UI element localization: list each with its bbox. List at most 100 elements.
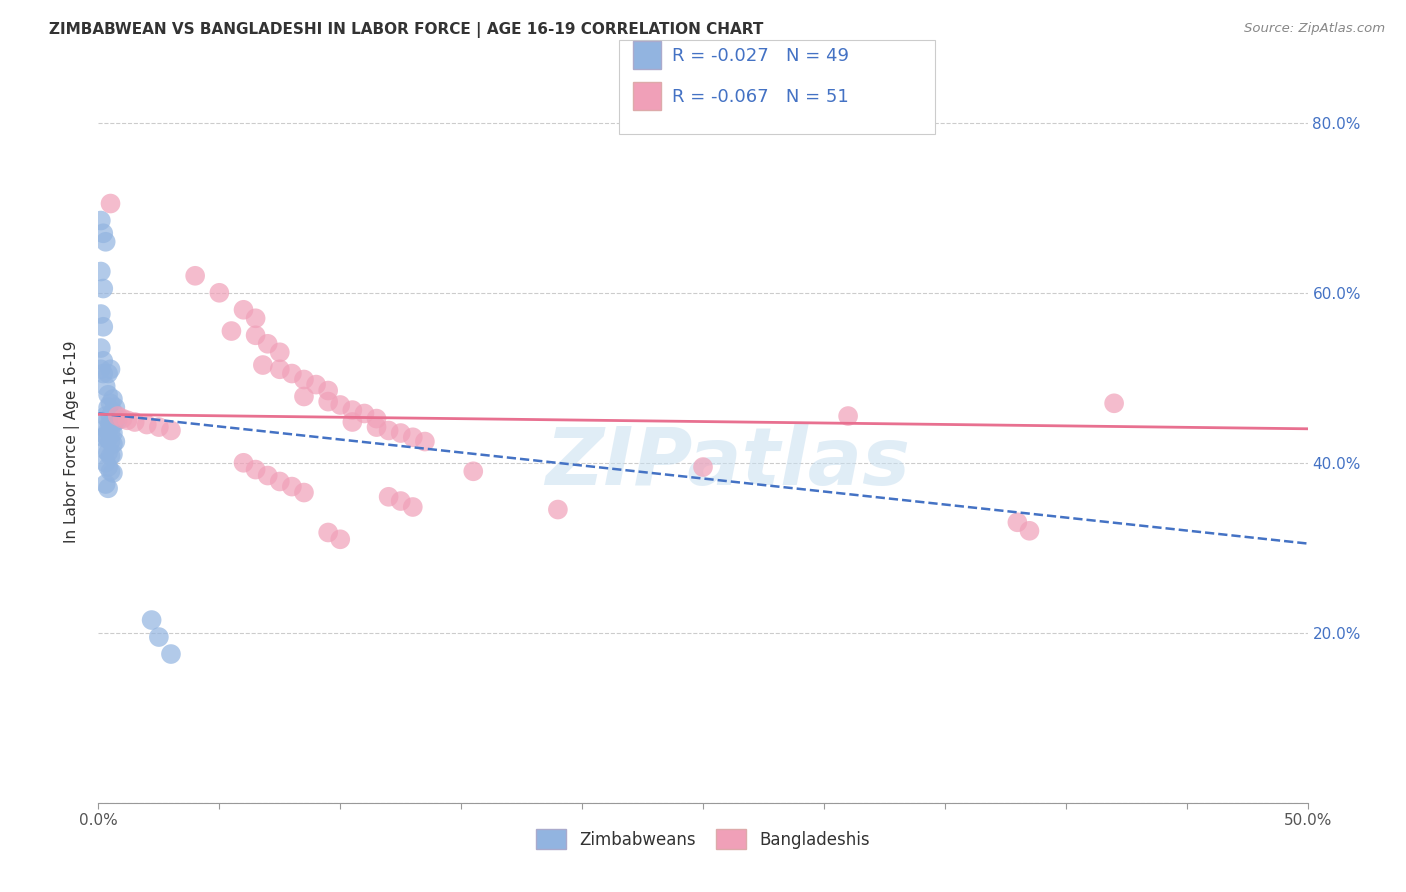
- Point: [353, 407, 375, 421]
- Point: [160, 424, 183, 438]
- Point: [94, 443, 117, 458]
- Point: [281, 480, 304, 494]
- Point: [91, 319, 114, 334]
- Point: [104, 401, 127, 415]
- Point: [1102, 396, 1125, 410]
- Point: [94, 477, 117, 491]
- Point: [97, 413, 120, 427]
- Point: [94, 428, 117, 442]
- Point: [256, 336, 278, 351]
- Point: [135, 417, 157, 432]
- Point: [1007, 516, 1029, 530]
- Point: [316, 525, 339, 540]
- Point: [94, 235, 117, 249]
- Text: R = -0.067   N = 51: R = -0.067 N = 51: [672, 88, 849, 106]
- Point: [329, 398, 352, 412]
- Point: [100, 417, 122, 432]
- Point: [117, 413, 139, 427]
- Point: [160, 647, 183, 661]
- Text: ZIMBABWEAN VS BANGLADESHI IN LABOR FORCE | AGE 16-19 CORRELATION CHART: ZIMBABWEAN VS BANGLADESHI IN LABOR FORCE…: [49, 22, 763, 38]
- Point: [101, 405, 124, 419]
- Point: [97, 445, 120, 459]
- Point: [97, 432, 120, 446]
- Point: [342, 415, 364, 429]
- Point: [90, 341, 112, 355]
- Point: [100, 449, 122, 463]
- Point: [100, 464, 122, 478]
- Point: [377, 490, 399, 504]
- Point: [90, 307, 112, 321]
- Point: [91, 227, 114, 241]
- Point: [377, 424, 399, 438]
- Point: [547, 502, 569, 516]
- Point: [100, 409, 122, 423]
- Point: [316, 394, 339, 409]
- Point: [101, 417, 124, 432]
- Point: [90, 362, 112, 376]
- Point: [208, 285, 231, 300]
- Point: [316, 384, 339, 398]
- Point: [107, 413, 129, 427]
- Point: [463, 464, 485, 478]
- Point: [91, 367, 114, 381]
- Point: [292, 485, 315, 500]
- Point: [91, 430, 114, 444]
- Point: [100, 434, 122, 449]
- Point: [124, 415, 146, 429]
- Point: [1018, 524, 1040, 538]
- Point: [256, 468, 278, 483]
- Point: [389, 494, 412, 508]
- Point: [269, 362, 291, 376]
- Point: [100, 425, 122, 440]
- Point: [245, 328, 267, 343]
- Point: [94, 422, 117, 436]
- Point: [184, 268, 207, 283]
- Point: [94, 379, 117, 393]
- Point: [100, 196, 122, 211]
- Point: [232, 302, 254, 317]
- Point: [101, 392, 124, 406]
- Point: [111, 411, 134, 425]
- Point: [269, 345, 291, 359]
- Point: [141, 613, 163, 627]
- Point: [97, 424, 120, 438]
- Text: Source: ZipAtlas.com: Source: ZipAtlas.com: [1244, 22, 1385, 36]
- Point: [100, 362, 122, 376]
- Y-axis label: In Labor Force | Age 16-19: In Labor Force | Age 16-19: [63, 340, 80, 543]
- Point: [94, 409, 117, 423]
- Point: [91, 353, 114, 368]
- Point: [402, 430, 425, 444]
- Point: [837, 409, 859, 423]
- Point: [101, 466, 124, 480]
- Point: [366, 420, 388, 434]
- Point: [342, 403, 364, 417]
- Text: R = -0.027   N = 49: R = -0.027 N = 49: [672, 47, 849, 65]
- Point: [252, 358, 274, 372]
- Point: [245, 462, 267, 476]
- Point: [148, 420, 170, 434]
- Point: [292, 389, 315, 403]
- Point: [221, 324, 243, 338]
- Point: [232, 456, 254, 470]
- Point: [281, 367, 304, 381]
- Point: [101, 437, 124, 451]
- Point: [413, 434, 436, 449]
- Point: [245, 311, 267, 326]
- Point: [389, 425, 412, 440]
- Point: [292, 372, 315, 386]
- Point: [91, 281, 114, 295]
- Point: [148, 630, 170, 644]
- Point: [692, 460, 714, 475]
- Point: [329, 533, 352, 547]
- Point: [90, 213, 112, 227]
- Point: [104, 434, 127, 449]
- Legend: Zimbabweans, Bangladeshis: Zimbabweans, Bangladeshis: [530, 822, 876, 856]
- Point: [107, 409, 129, 423]
- Point: [269, 475, 291, 489]
- Point: [97, 460, 120, 475]
- Point: [97, 401, 120, 415]
- Text: ZIPatlas: ZIPatlas: [544, 425, 910, 502]
- Point: [101, 447, 124, 461]
- Point: [101, 425, 124, 440]
- Point: [402, 500, 425, 514]
